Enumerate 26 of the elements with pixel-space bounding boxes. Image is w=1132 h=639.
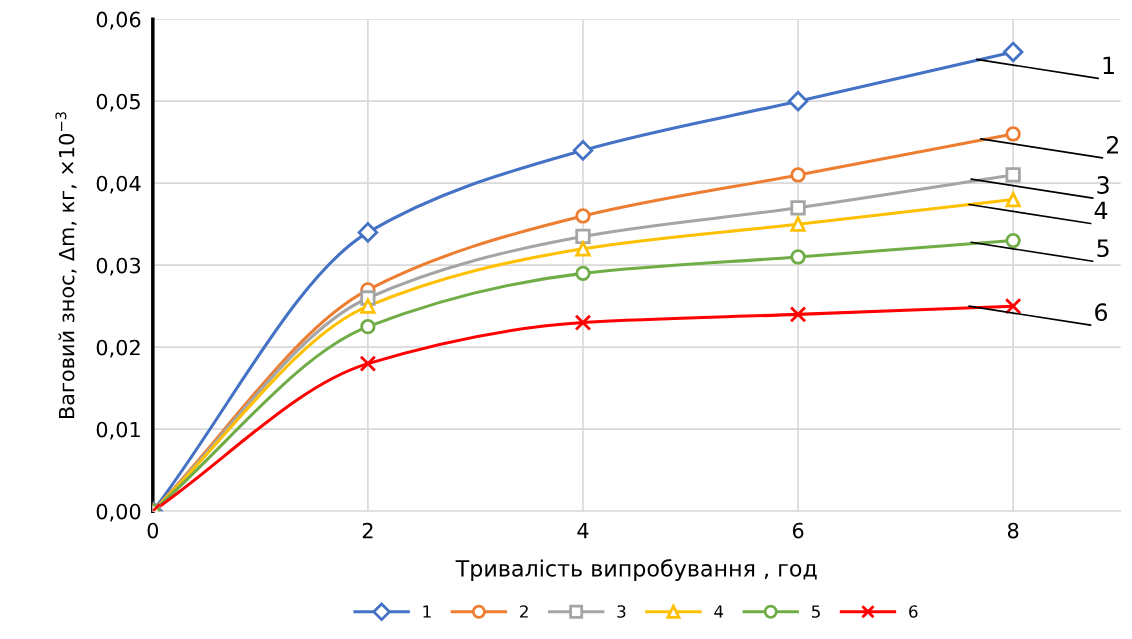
x-tick-label: 6	[792, 522, 804, 539]
annotation: 3	[1097, 176, 1109, 194]
y-tick-label: 0,03	[96, 257, 141, 276]
legend-label: 1	[423, 605, 431, 618]
legend-label: 5	[811, 605, 820, 618]
annotation: 6	[1095, 303, 1108, 322]
y-tick-label: 0,05	[96, 93, 140, 112]
y-tick-label: 0,02	[96, 339, 140, 358]
x-tick-label: 0	[147, 522, 159, 539]
legend-label: 2	[520, 605, 528, 618]
y-tick-label: 0,04	[96, 175, 141, 194]
x-tick-label: 8	[1007, 522, 1019, 539]
legend-label: 4	[714, 605, 724, 618]
y-tick-label: 0,00	[96, 503, 141, 522]
y-tick-label: 0,06	[96, 11, 141, 30]
y-axis-title: Ваговий знос, Δm, кг, ×10$^{−3}$	[55, 112, 77, 419]
annotation: 1	[1103, 56, 1114, 74]
legend-label: 3	[617, 605, 626, 618]
x-tick-label: 2	[362, 522, 373, 539]
x-axis-title: Тривалість випробування , год	[455, 559, 817, 582]
annotation: 5	[1097, 239, 1109, 258]
annotation: 2	[1107, 135, 1118, 154]
y-tick-label: 0,01	[96, 421, 140, 440]
annotation: 4	[1094, 201, 1108, 220]
x-tick-label: 4	[577, 522, 589, 539]
legend-label: 6	[909, 605, 918, 618]
